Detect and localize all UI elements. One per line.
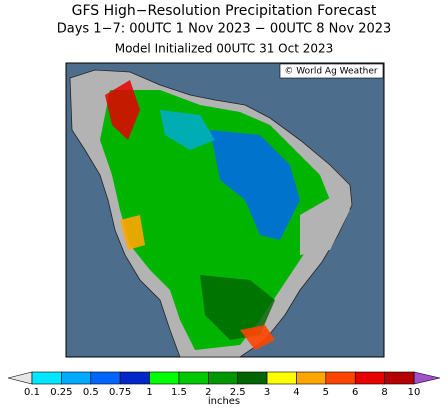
colorbar-tick-label: 1.5 [171, 387, 187, 398]
colorbar-box [61, 371, 92, 385]
colorbar-tick-label: 2 [205, 387, 211, 398]
colorbar-box [178, 371, 209, 385]
colorbar-box [90, 371, 121, 385]
colorbar-box [384, 371, 415, 385]
colorbar-below [7, 371, 33, 385]
colorbar-box [31, 371, 62, 385]
colorbar-tick-label: 8 [381, 387, 387, 398]
precip-orange [120, 215, 145, 250]
colorbar-box [237, 371, 268, 385]
initialized: Model Initialized 00UTC 31 Oct 2023 [115, 42, 334, 56]
colorbar-above [413, 371, 441, 385]
title: GFS High−Resolution Precipitation Foreca… [72, 3, 377, 19]
precip-red [240, 325, 275, 350]
precip-blue [160, 110, 215, 150]
colorbar-unit: inches [208, 396, 240, 406]
colorbar-box [149, 371, 180, 385]
colorbar-tick-label: 3 [264, 387, 270, 398]
colorbar-tick-label: 5 [323, 387, 329, 398]
colorbar-tick-label: 4 [293, 387, 299, 398]
colorbar-tick-label: 2.5 [230, 387, 246, 398]
colorbar-box [354, 371, 385, 385]
colorbar-tick-label: 0.75 [109, 387, 131, 398]
colorbar: 0.1 0.25 0.5 0.75 1 1.5 2 2.5 3 4 5 6 8 10 inches [7, 371, 441, 407]
colorbar-tick-label: 0.25 [50, 387, 72, 398]
precip-darkgreen [200, 275, 275, 340]
map-panel: © World Ag Weather [65, 62, 385, 358]
colorbar-tick-label: 6 [352, 387, 358, 398]
subtitle: Days 1−7: 00UTC 1 Nov 2023 − 00UTC 8 Nov… [57, 22, 392, 37]
colorbar-box [208, 371, 238, 385]
colorbar-box [119, 371, 150, 385]
credit-box [279, 63, 384, 79]
colorbar-tick-label: 1 [146, 387, 152, 398]
credit: © World Ag Weather [284, 67, 377, 77]
precip-blue [210, 130, 300, 240]
precip-red [105, 80, 140, 140]
colorbar-box [325, 371, 356, 385]
colorbar-tick-label: 0.1 [24, 387, 40, 398]
colorbar-tick-label: 10 [408, 387, 421, 398]
colorbar-box [296, 371, 327, 385]
colorbar-tick-label: 0.5 [83, 387, 99, 398]
colorbar-box [266, 371, 297, 385]
dry-area [300, 195, 350, 255]
